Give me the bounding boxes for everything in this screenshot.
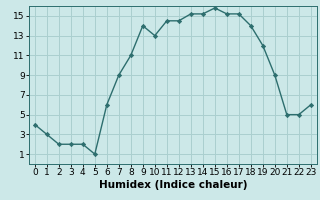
- X-axis label: Humidex (Indice chaleur): Humidex (Indice chaleur): [99, 180, 247, 190]
